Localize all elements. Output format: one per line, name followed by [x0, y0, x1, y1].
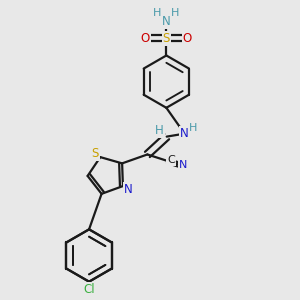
Text: H: H [153, 8, 162, 18]
Text: C: C [167, 155, 175, 165]
Text: O: O [141, 32, 150, 45]
Text: S: S [163, 32, 170, 45]
Text: S: S [91, 147, 99, 160]
Text: H: H [170, 8, 179, 18]
Text: H: H [189, 123, 197, 133]
Text: N: N [179, 160, 188, 170]
Text: N: N [124, 182, 133, 196]
Text: O: O [183, 32, 192, 45]
Text: Cl: Cl [83, 283, 95, 296]
Text: N: N [180, 127, 189, 140]
Text: N: N [162, 15, 171, 28]
Text: H: H [155, 124, 164, 136]
